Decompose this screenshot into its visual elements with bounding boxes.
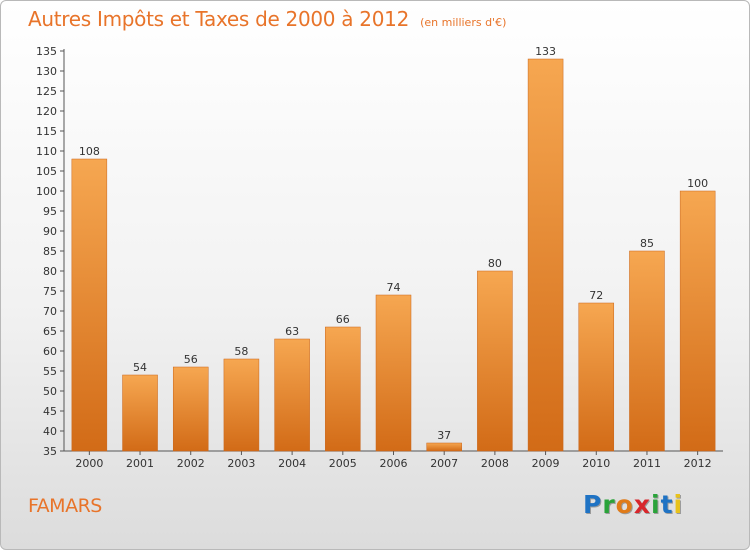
data-label: 100 bbox=[687, 177, 708, 190]
y-tick-label: 60 bbox=[43, 345, 57, 358]
x-tick-label: 2007 bbox=[430, 457, 458, 470]
data-label: 72 bbox=[589, 289, 603, 302]
x-tick-label: 2003 bbox=[227, 457, 255, 470]
data-label: 54 bbox=[133, 361, 147, 374]
y-tick-label: 70 bbox=[43, 305, 57, 318]
y-tick-label: 55 bbox=[43, 365, 57, 378]
y-tick-label: 35 bbox=[43, 445, 57, 458]
logo-letter: i bbox=[651, 490, 661, 519]
bar bbox=[122, 374, 158, 452]
bar bbox=[375, 294, 412, 452]
bar bbox=[477, 270, 513, 452]
axes: 35 40 45 50 55 60 65 70 75 80 85 90 95 100 105 110 115 12… bbox=[36, 45, 723, 470]
x-tick-label: 2006 bbox=[380, 457, 408, 470]
x-tick-label: 2000 bbox=[75, 457, 103, 470]
y-tick-label: 65 bbox=[43, 325, 57, 338]
x-tick-label: 2009 bbox=[532, 457, 560, 470]
x-tick-label: 2008 bbox=[481, 457, 509, 470]
logo-letter: t bbox=[660, 490, 674, 519]
y-tick-label: 40 bbox=[43, 425, 57, 438]
x-tick-label: 2001 bbox=[126, 457, 154, 470]
x-tick-label: 2011 bbox=[633, 457, 661, 470]
data-label: 66 bbox=[336, 313, 350, 326]
bar bbox=[679, 190, 716, 452]
data-label: 63 bbox=[285, 325, 299, 338]
y-tick-label: 95 bbox=[43, 205, 57, 218]
logo-letter: i bbox=[673, 490, 684, 519]
y-tick-label: 120 bbox=[36, 105, 57, 118]
bar bbox=[629, 250, 665, 452]
bar bbox=[527, 58, 564, 452]
data-label: 58 bbox=[234, 345, 248, 358]
data-label: 37 bbox=[437, 429, 451, 442]
y-tick-label: 75 bbox=[43, 285, 57, 298]
data-label: 108 bbox=[79, 145, 100, 158]
x-tick-label: 2010 bbox=[582, 457, 610, 470]
x-tick-label: 2004 bbox=[278, 457, 306, 470]
bar bbox=[274, 338, 310, 452]
data-label: 74 bbox=[387, 281, 401, 294]
x-tick-label: 2002 bbox=[177, 457, 205, 470]
data-label: 85 bbox=[640, 237, 654, 250]
y-tick-label: 105 bbox=[36, 165, 57, 178]
bars bbox=[71, 58, 716, 452]
data-label: 56 bbox=[184, 353, 198, 366]
y-tick-label: 125 bbox=[36, 85, 57, 98]
y-tick-label: 90 bbox=[43, 225, 57, 238]
y-tick-label: 115 bbox=[36, 125, 57, 138]
bar bbox=[426, 442, 462, 452]
y-tick-label: 100 bbox=[36, 185, 57, 198]
commune-name: FAMARS bbox=[28, 495, 102, 517]
y-tick-label: 85 bbox=[43, 245, 57, 258]
y-tick-label: 130 bbox=[36, 65, 57, 78]
data-labels: 108 54 56 58 63 66 74 37 80 133 72 85 100 bbox=[79, 45, 708, 442]
chart-title: Autres Impôts et Taxes de 2000 à 2012 bbox=[28, 7, 409, 31]
y-tick-label: 135 bbox=[36, 45, 57, 58]
logo-letter: x bbox=[633, 490, 651, 519]
bar bbox=[172, 366, 209, 452]
y-tick-label: 45 bbox=[43, 405, 57, 418]
y-tick-label: 110 bbox=[36, 145, 57, 158]
proxiti-logo: Proxiti bbox=[583, 490, 683, 519]
bar bbox=[223, 358, 260, 452]
data-label: 133 bbox=[535, 45, 556, 58]
bar bbox=[71, 158, 108, 452]
chart-subtitle: (en milliers d'€) bbox=[420, 16, 507, 29]
x-tick-label: 2012 bbox=[684, 457, 712, 470]
logo-letter: r bbox=[602, 490, 616, 519]
x-tick-label: 2005 bbox=[329, 457, 357, 470]
logo-letter: o bbox=[615, 490, 634, 519]
y-tick-label: 80 bbox=[43, 265, 57, 278]
chart-title-row: Autres Impôts et Taxes de 2000 à 2012 (e… bbox=[28, 7, 506, 31]
logo-letter: P bbox=[583, 490, 603, 519]
y-tick-label: 50 bbox=[43, 385, 57, 398]
bar bbox=[578, 302, 615, 452]
data-label: 80 bbox=[488, 257, 502, 270]
bar bbox=[325, 326, 361, 452]
